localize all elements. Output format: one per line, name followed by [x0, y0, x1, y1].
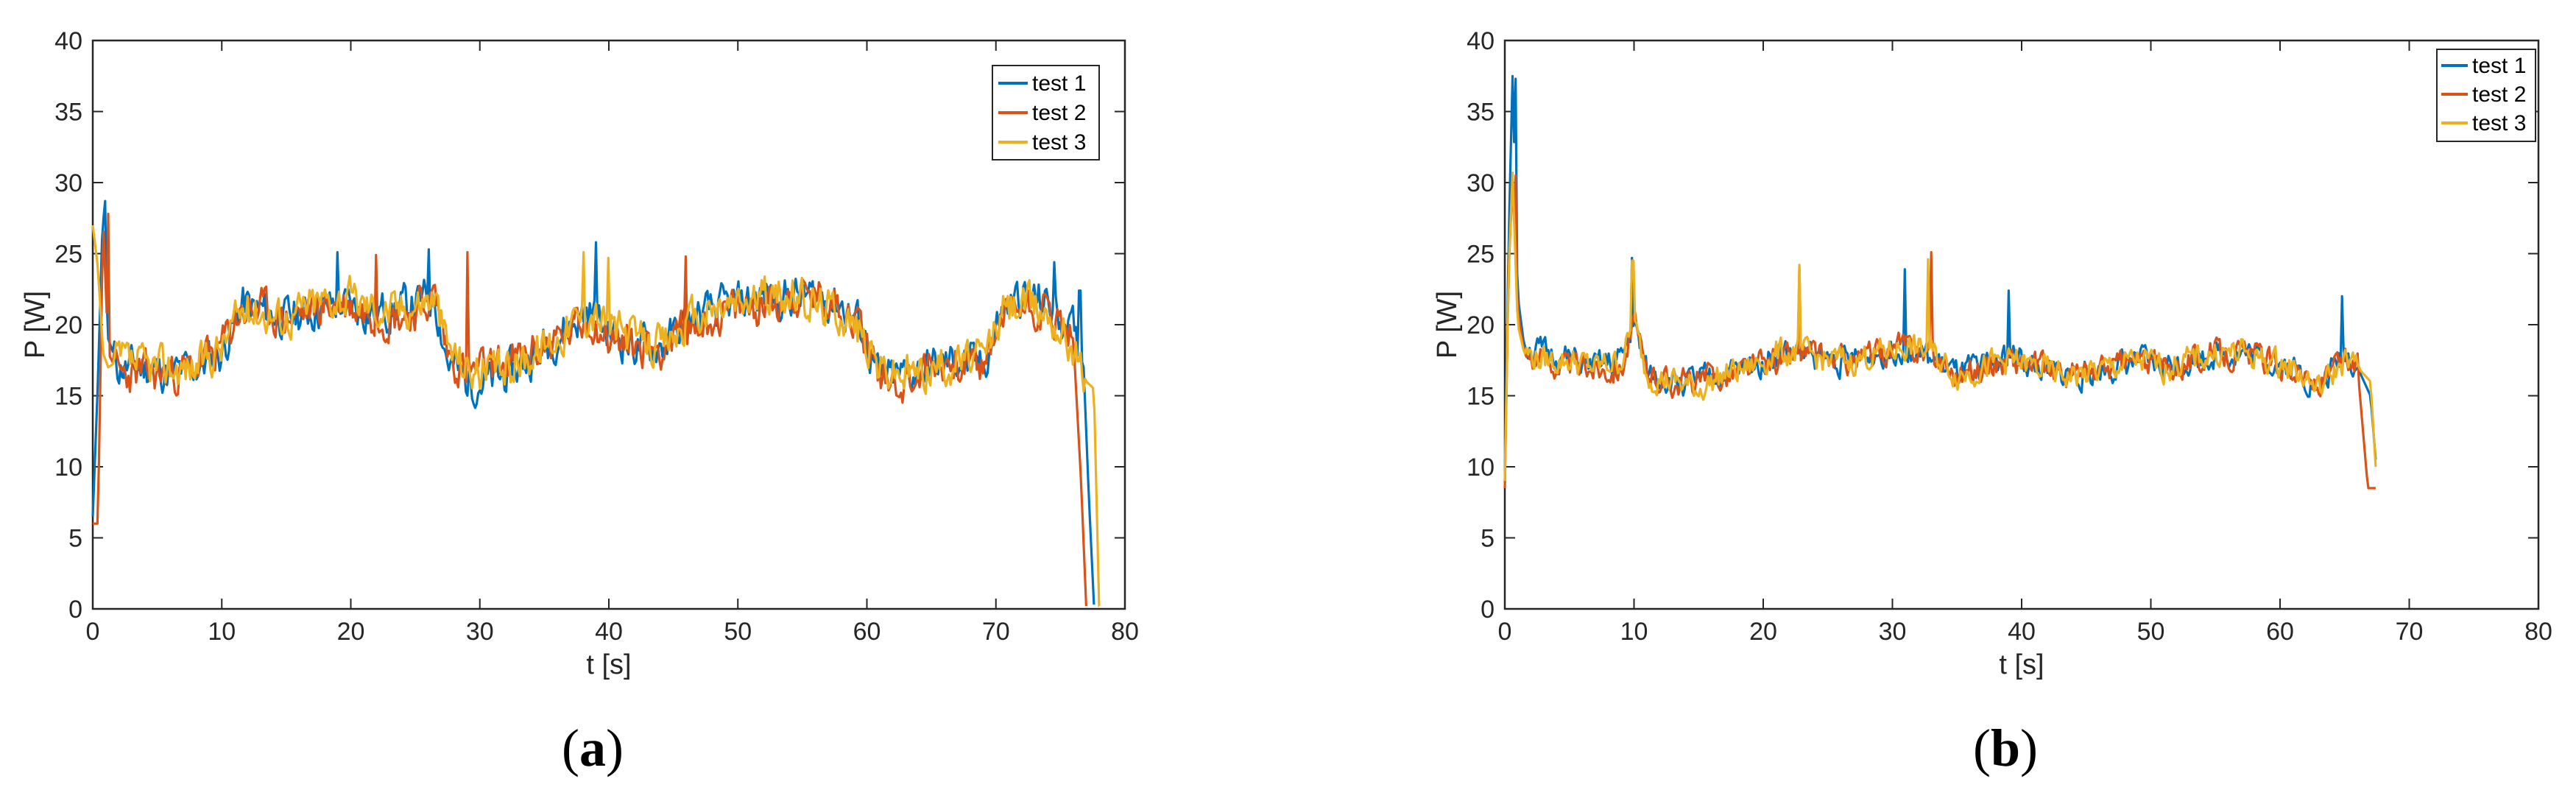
series-lines — [91, 200, 1101, 607]
legend-label-test-2: test 2 — [2472, 82, 2526, 107]
x-tick-label: 0 — [1498, 618, 1512, 646]
y-tick-label: 10 — [54, 454, 82, 482]
legend-label-test-3: test 3 — [1032, 130, 1086, 155]
y-tick-label: 35 — [54, 99, 82, 127]
y-tick-label: 5 — [1481, 525, 1495, 553]
caption-b: (b) — [1973, 719, 2038, 777]
legend: test 1 test 2 test 3 — [2436, 49, 2536, 142]
x-tick-label: 0 — [86, 618, 100, 646]
y-tick-label: 5 — [68, 525, 82, 553]
y-axis-label: P [W] — [20, 291, 51, 359]
legend: test 1 test 2 test 3 — [992, 65, 1100, 161]
y-tick-label: 15 — [1467, 383, 1495, 411]
x-tick-label: 30 — [466, 618, 494, 646]
x-tick-label: 70 — [982, 618, 1010, 646]
y-tick-label: 20 — [1467, 311, 1495, 339]
x-tick-label: 20 — [1749, 618, 1777, 646]
panel-b: 0 10 20 30 40 50 60 70 80 0 5 10 15 20 25 30 35 40 t [s]… — [1432, 27, 2552, 777]
y-tick-group: 0 5 10 15 20 25 30 35 40 — [54, 27, 1125, 624]
y-tick-label: 30 — [54, 169, 82, 197]
plot-area — [1503, 39, 2540, 610]
y-tick-label: 35 — [1467, 99, 1495, 127]
caption-a: (a) — [562, 719, 624, 777]
x-axis-label: t [s] — [586, 649, 631, 680]
legend-label-test-1: test 1 — [2472, 54, 2526, 78]
x-tick-group: 0 10 20 30 40 50 60 70 80 — [1498, 40, 2552, 646]
legend-label-test-3: test 3 — [2472, 111, 2526, 135]
y-tick-label: 0 — [1481, 596, 1495, 624]
series-line-test-3 — [91, 225, 1101, 607]
series-line-test-2 — [93, 212, 1087, 607]
x-tick-label: 40 — [2008, 618, 2036, 646]
legend-label-test-1: test 1 — [1032, 71, 1086, 96]
series-line-test-3 — [1503, 171, 2377, 482]
x-tick-label: 30 — [1879, 618, 1907, 646]
x-tick-label: 20 — [337, 618, 365, 646]
x-tick-label: 80 — [1111, 618, 1139, 646]
y-tick-label: 20 — [54, 311, 82, 339]
x-tick-label: 10 — [1620, 618, 1648, 646]
x-tick-label: 10 — [208, 618, 236, 646]
x-tick-label: 50 — [724, 618, 752, 646]
y-tick-label: 25 — [1467, 241, 1495, 269]
x-tick-label: 50 — [2137, 618, 2165, 646]
y-tick-label: 25 — [54, 241, 82, 269]
x-tick-label: 60 — [853, 618, 881, 646]
y-tick-label: 40 — [54, 27, 82, 55]
x-tick-label: 70 — [2396, 618, 2424, 646]
y-tick-label: 40 — [1467, 27, 1495, 55]
y-axis-label: P [W] — [1432, 291, 1463, 359]
x-tick-label: 60 — [2266, 618, 2294, 646]
caption-b-letter: b — [1991, 719, 2020, 777]
x-tick-label: 80 — [2524, 618, 2552, 646]
x-tick-group: 0 10 20 30 40 50 60 70 80 — [86, 40, 1139, 646]
y-tick-label: 0 — [68, 596, 82, 624]
caption-a-letter: a — [579, 719, 606, 777]
y-tick-label: 15 — [54, 383, 82, 411]
panel-a: 0 10 20 30 40 50 60 70 80 0 5 10 15 20 25 30 35 40 t [s]… — [20, 27, 1139, 777]
series-lines — [1503, 74, 2377, 490]
y-tick-label: 30 — [1467, 169, 1495, 197]
y-tick-group: 0 5 10 15 20 25 30 35 40 — [1467, 27, 2538, 624]
x-axis-label: t [s] — [1999, 649, 2044, 680]
y-tick-label: 10 — [1467, 454, 1495, 482]
legend-label-test-2: test 2 — [1032, 101, 1086, 125]
x-tick-label: 40 — [595, 618, 623, 646]
